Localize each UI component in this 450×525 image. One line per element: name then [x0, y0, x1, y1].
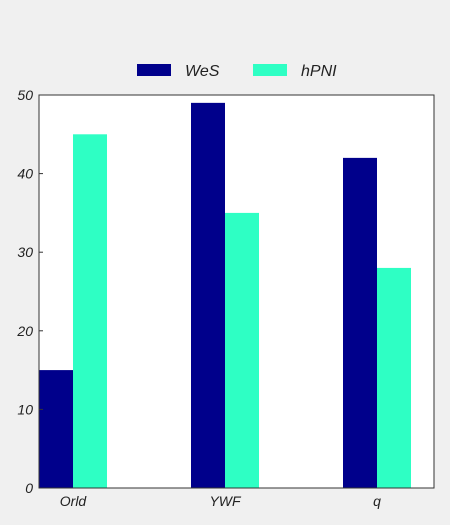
x-tick-label: q	[373, 493, 381, 509]
legend-swatch-WeS	[137, 64, 171, 76]
legend: WeS hPNI	[137, 63, 337, 80]
legend-label-hPNI: hPNI	[301, 63, 337, 80]
plot-frame	[38, 94, 435, 489]
x-tick-label: Orld	[60, 493, 88, 509]
bar-WeS-q	[343, 157, 377, 488]
y-tick-label: 20	[16, 323, 33, 339]
y-tick-label: 50	[17, 87, 33, 103]
bar-WeS-Orld	[39, 370, 73, 488]
y-tick-label: 30	[17, 244, 33, 260]
y-tick-label: 10	[17, 401, 33, 417]
x-axis: Orld YWF q	[60, 493, 381, 509]
bars-group	[39, 102, 411, 489]
bar-hPNI-q	[377, 267, 411, 488]
legend-label-WeS: WeS	[185, 63, 220, 80]
y-tick-label: 40	[17, 166, 33, 182]
x-tick-label: YWF	[209, 493, 242, 509]
y-axis: 0 10 20 30 40 50	[16, 87, 43, 496]
bar-hPNI-Orld	[73, 134, 107, 489]
legend-swatch-hPNI	[253, 64, 287, 76]
bar-WeS-YWF	[191, 102, 225, 489]
y-tick-label: 0	[25, 480, 33, 496]
bar-hPNI-YWF	[225, 212, 259, 488]
